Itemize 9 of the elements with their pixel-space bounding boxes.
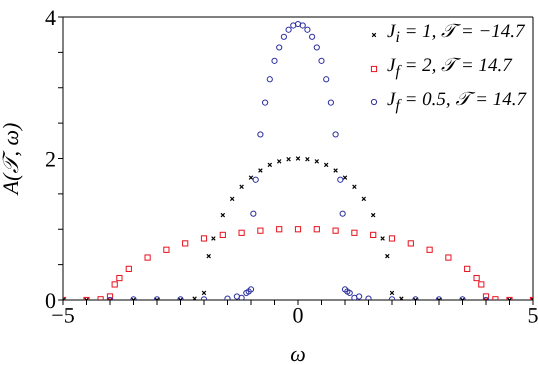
y-axis-title: A(𝒯, ω)	[0, 122, 23, 196]
legend-label: J$_{f}$ = 2, 𝒯 = 14.7	[387, 54, 512, 82]
x-axis-title: ω	[290, 341, 306, 365]
x-tick-label: 0	[292, 302, 304, 328]
legend-label: J$_{i}$ = 1, 𝒯 = −14.7	[387, 20, 525, 48]
y-tick-label: 2	[45, 146, 56, 172]
legend-label: J$_{f}$ = 0.5, 𝒯 = 14.7	[387, 88, 526, 116]
x-tick-label: 5	[528, 302, 538, 328]
y-tick-label: 4	[45, 4, 56, 30]
